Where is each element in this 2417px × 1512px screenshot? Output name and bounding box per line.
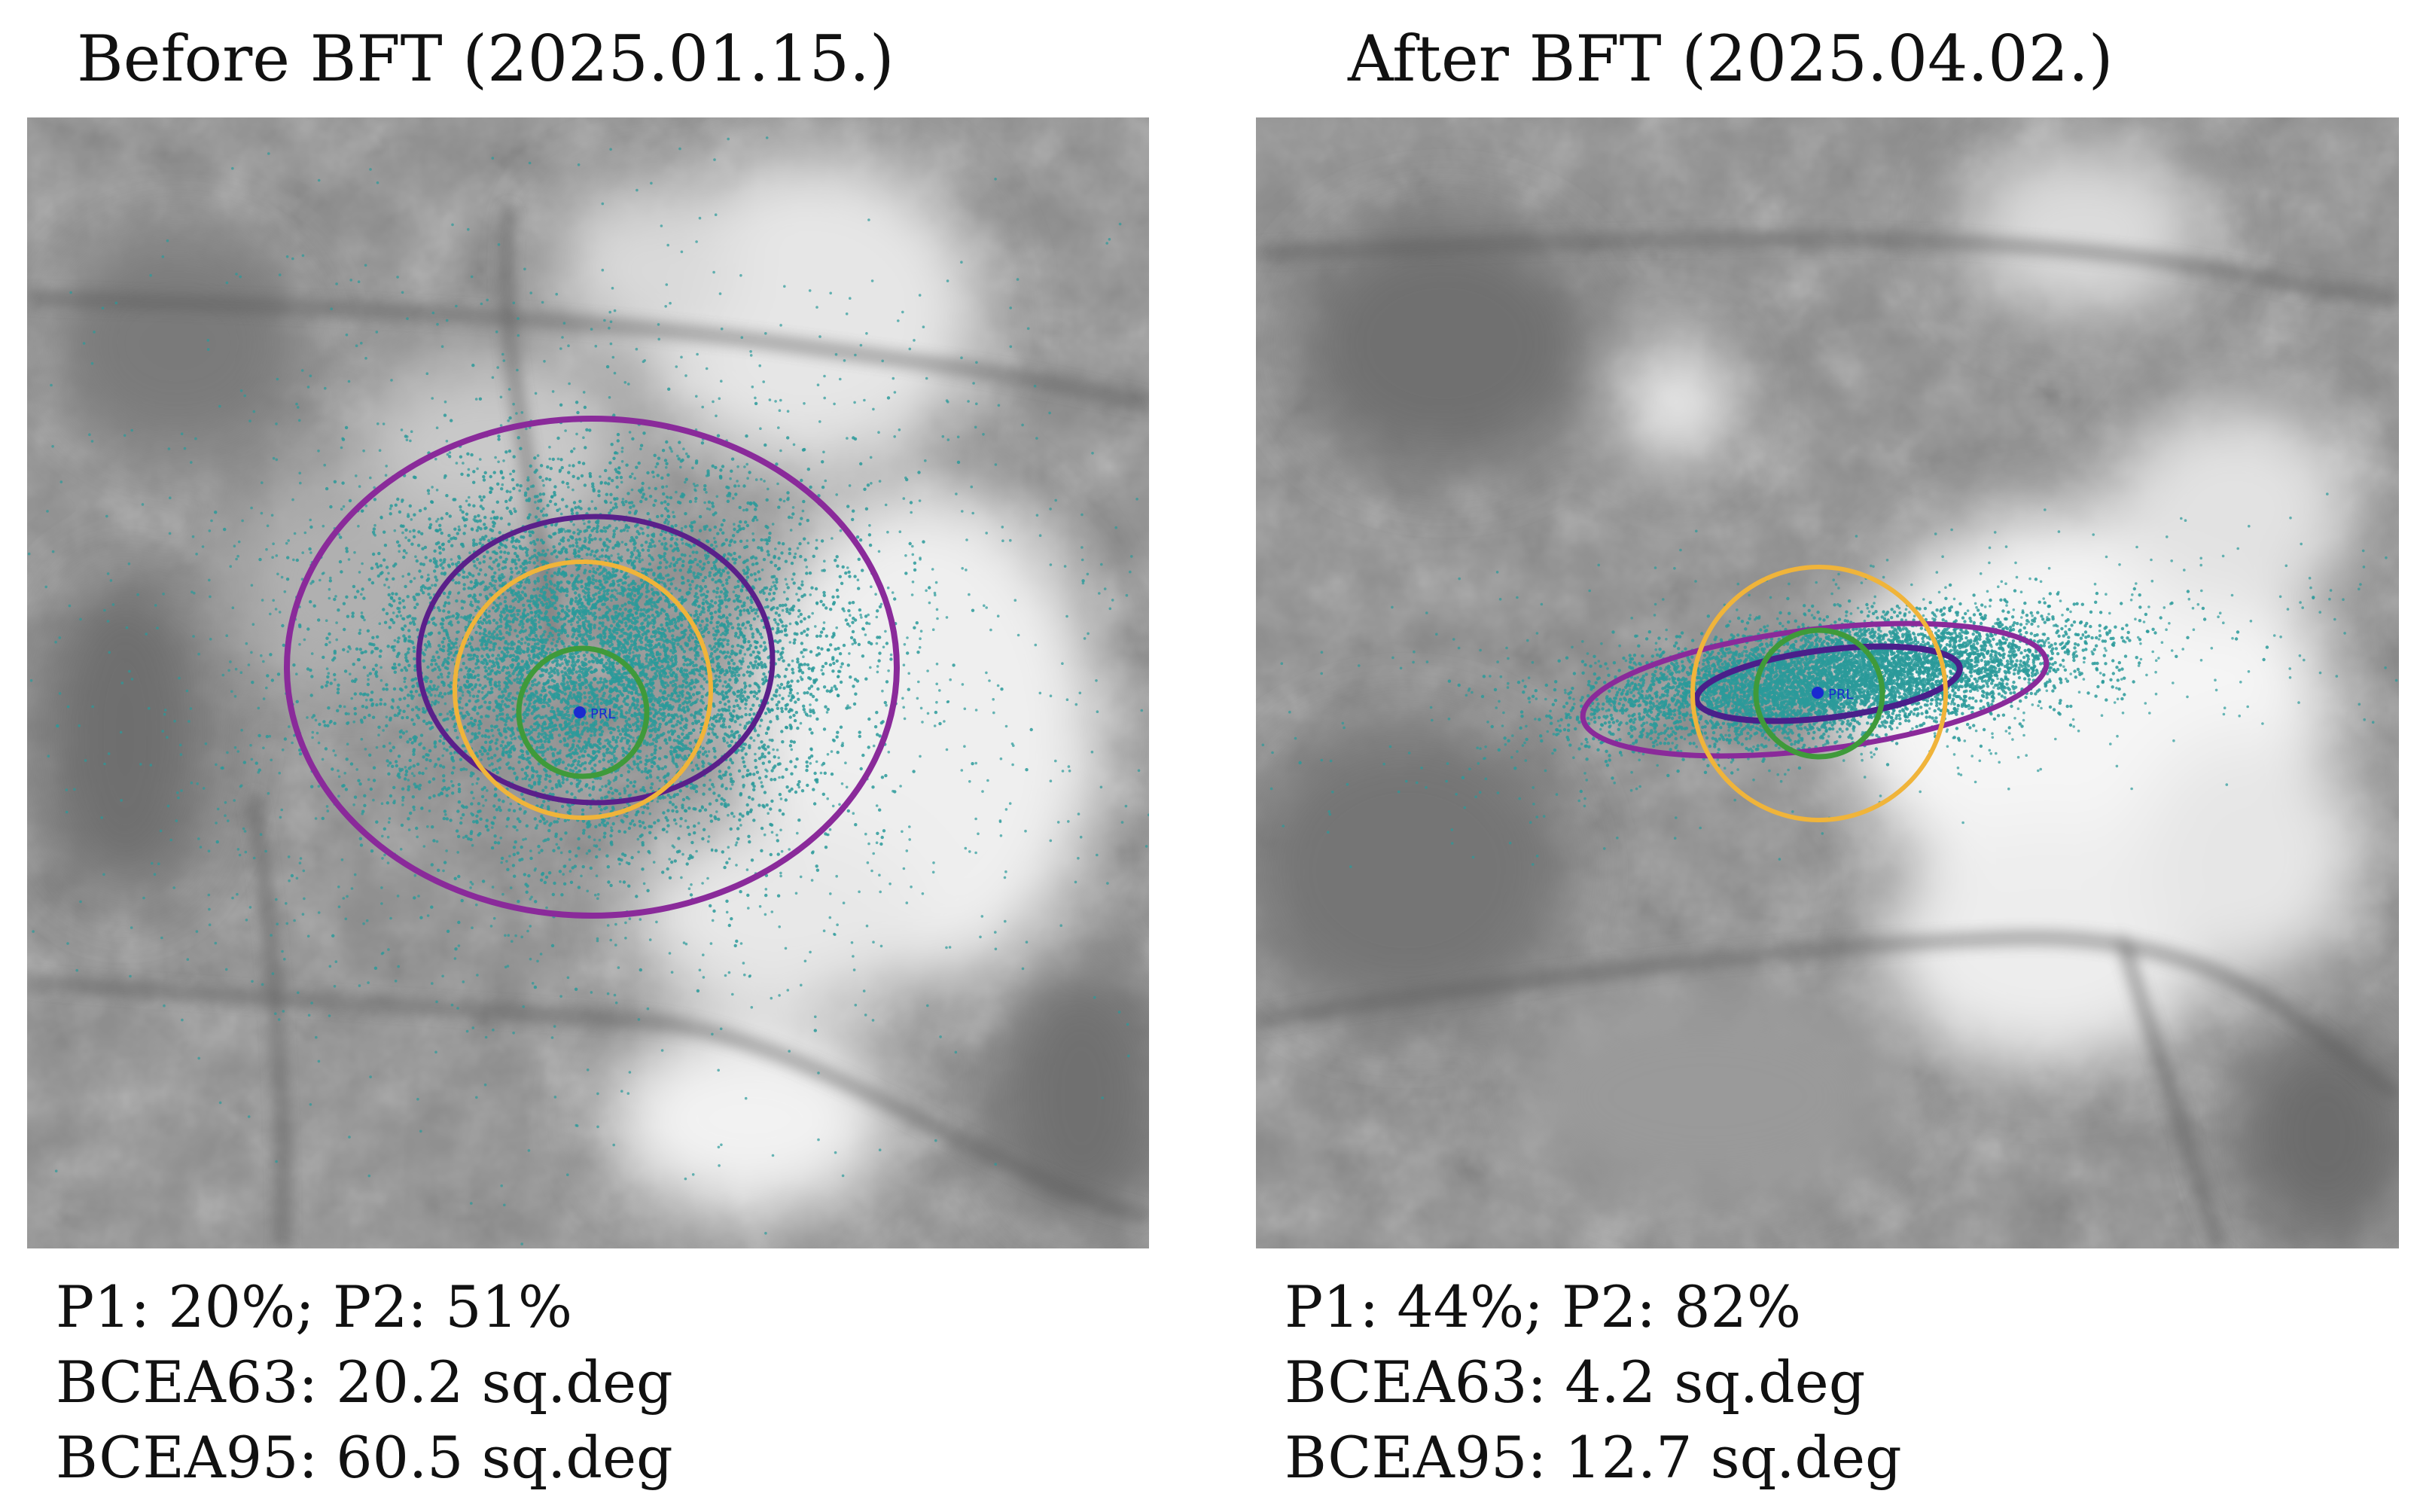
prl-label: PRL xyxy=(1828,687,1853,703)
prl-marker xyxy=(1812,687,1824,699)
circle-4deg xyxy=(453,559,713,820)
p-values: P1: 20%; P2: 51% xyxy=(56,1273,573,1340)
panel-title: After BFT (2025.04.02.) xyxy=(1348,22,2114,96)
p-values: P1: 44%; P2: 82% xyxy=(1285,1273,1802,1340)
panel-before: Before BFT (2025.01.15.) xyxy=(27,0,1157,1512)
stats-block: P1: 20%; P2: 51% BCEA63: 20.2 sq.deg BCE… xyxy=(56,1270,673,1495)
fundus-image-before: PRL xyxy=(27,117,1149,1248)
retinal-vessels xyxy=(27,207,1149,1248)
circle-2deg xyxy=(516,645,650,779)
prl-marker xyxy=(574,706,586,718)
stats-block: P1: 44%; P2: 82% BCEA63: 4.2 sq.deg BCEA… xyxy=(1285,1270,1902,1495)
retinal-vessels xyxy=(1256,235,2399,1248)
prl-label: PRL xyxy=(590,706,615,722)
bcea63-value: BCEA63: 4.2 sq.deg xyxy=(1285,1349,1866,1416)
atrophy-regions xyxy=(1256,148,2399,1247)
circle-4deg xyxy=(1690,565,1948,822)
bcea63-ellipse xyxy=(416,514,776,806)
circle-2deg xyxy=(1753,627,1885,760)
bcea63-value: BCEA63: 20.2 sq.deg xyxy=(56,1349,673,1416)
bcea63-ellipse xyxy=(1693,643,1963,724)
panel-after: After BFT (2025.04.02.) xyxy=(1256,0,2400,1512)
panel-title: Before BFT (2025.01.15.) xyxy=(77,22,895,96)
bcea95-value: BCEA95: 12.7 sq.deg xyxy=(1285,1424,1902,1491)
bcea95-value: BCEA95: 60.5 sq.deg xyxy=(56,1424,673,1491)
bcea95-ellipse xyxy=(284,416,900,919)
fundus-image-after: PRL xyxy=(1256,117,2399,1248)
